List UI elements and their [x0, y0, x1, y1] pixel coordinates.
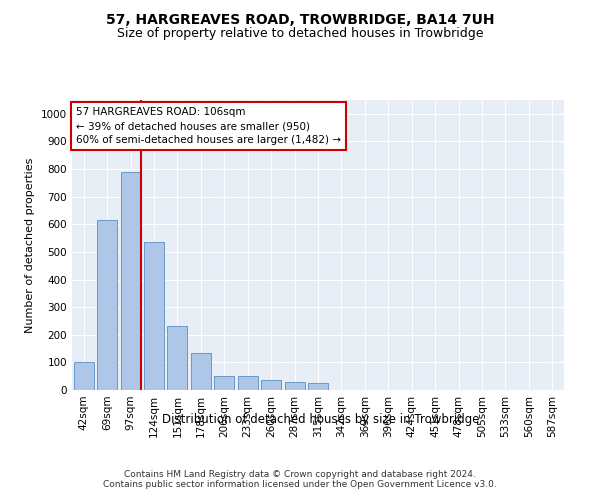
Bar — [238, 376, 257, 390]
Text: 57, HARGREAVES ROAD, TROWBRIDGE, BA14 7UH: 57, HARGREAVES ROAD, TROWBRIDGE, BA14 7U… — [106, 12, 494, 26]
Text: 57 HARGREAVES ROAD: 106sqm
← 39% of detached houses are smaller (950)
60% of sem: 57 HARGREAVES ROAD: 106sqm ← 39% of deta… — [76, 108, 341, 146]
Bar — [214, 376, 234, 390]
Y-axis label: Number of detached properties: Number of detached properties — [25, 158, 35, 332]
Text: Distribution of detached houses by size in Trowbridge: Distribution of detached houses by size … — [162, 412, 480, 426]
Text: Contains HM Land Registry data © Crown copyright and database right 2024.
Contai: Contains HM Land Registry data © Crown c… — [103, 470, 497, 490]
Bar — [74, 362, 94, 390]
Bar — [167, 326, 187, 390]
Bar — [308, 383, 328, 390]
Bar — [261, 380, 281, 390]
Bar — [284, 382, 305, 390]
Bar — [121, 172, 140, 390]
Bar — [97, 220, 117, 390]
Text: Size of property relative to detached houses in Trowbridge: Size of property relative to detached ho… — [117, 28, 483, 40]
Bar — [191, 352, 211, 390]
Bar — [144, 242, 164, 390]
